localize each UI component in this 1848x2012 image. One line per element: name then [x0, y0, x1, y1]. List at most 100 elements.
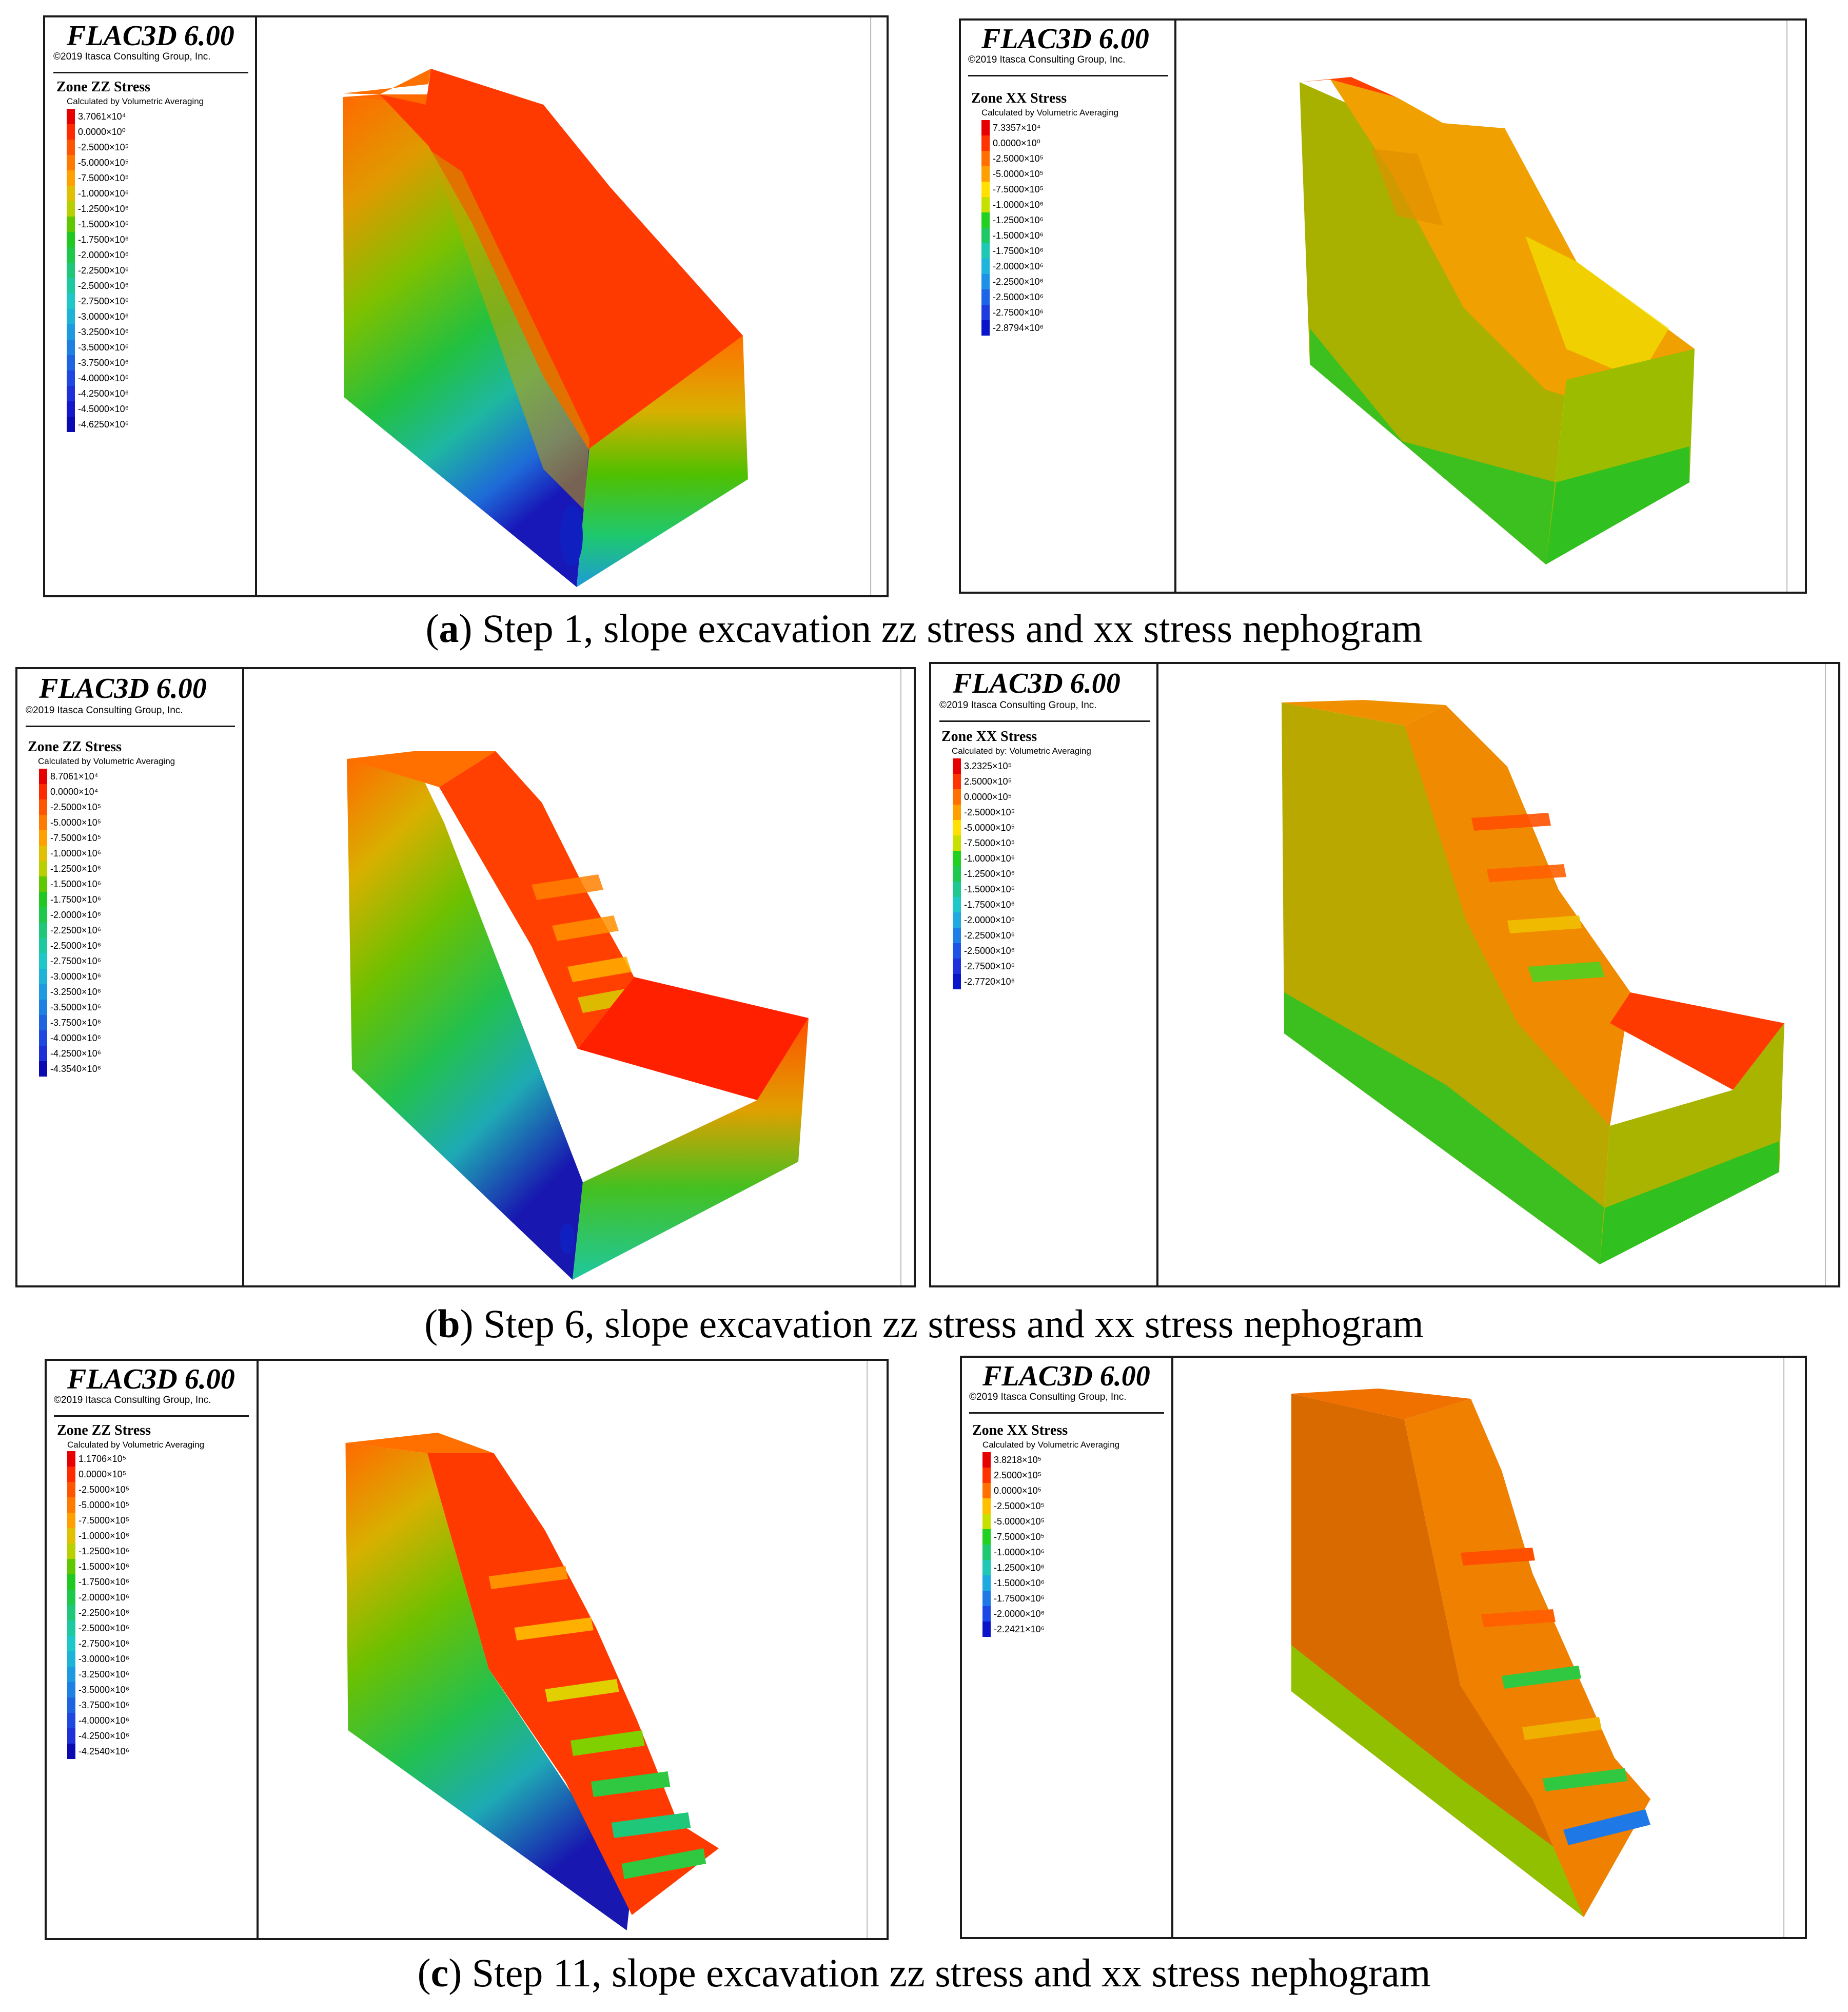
- scale-label: -5.0000×10⁵: [994, 1516, 1045, 1527]
- scale-label: 3.7061×10⁴: [78, 111, 126, 122]
- scale-swatch: [981, 135, 990, 151]
- scale-entry: -1.2500×10⁶: [981, 212, 1135, 228]
- scale-entry: -1.5000×10⁶: [67, 217, 221, 232]
- legend-subtitle: Calculated by Volumetric Averaging: [38, 756, 175, 766]
- scale-entry: -3.0000×10⁶: [67, 309, 221, 324]
- scale-entry: -7.5000×10⁵: [953, 835, 1107, 851]
- model-viewport[interactable]: [244, 669, 914, 1285]
- caption-text: Step 11, slope excavation zz stress and …: [462, 1950, 1431, 1995]
- scale-swatch: [67, 1697, 75, 1713]
- crest-block: [345, 1433, 494, 1453]
- scale-swatch: [67, 1636, 75, 1651]
- flac3d-window-b-xx: FLAC3D 6.00 ©2019 Itasca Consulting Grou…: [929, 662, 1840, 1287]
- scale-swatch: [39, 892, 47, 907]
- crest-block: [1291, 1389, 1471, 1419]
- copyright-notice: ©2019 Itasca Consulting Group, Inc.: [54, 1395, 211, 1405]
- scale-entry: -2.7500×10⁶: [953, 959, 1107, 974]
- scale-label: -1.2500×10⁶: [78, 204, 129, 214]
- scale-swatch: [67, 124, 75, 140]
- flac3d-window-c-zz: FLAC3D 6.00 ©2019 Itasca Consulting Grou…: [45, 1359, 889, 1940]
- scale-label: 3.8218×10⁵: [994, 1455, 1042, 1465]
- scale-entry: -4.2500×10⁶: [39, 1046, 193, 1061]
- scale-swatch: [67, 370, 75, 386]
- scale-swatch: [67, 1651, 75, 1667]
- scale-swatch: [67, 1728, 75, 1744]
- scale-entry: 1.1706×10⁵: [67, 1451, 221, 1467]
- yellow-zone: [1525, 236, 1669, 380]
- scale-label: -1.5000×10⁶: [964, 884, 1015, 894]
- scale-swatch: [953, 789, 961, 805]
- scale-label: -3.2500×10⁶: [78, 327, 129, 337]
- scale-label: -7.5000×10⁵: [78, 173, 129, 183]
- model-viewport[interactable]: [1176, 21, 1805, 592]
- scale-swatch: [67, 1620, 75, 1636]
- scale-label: -2.2500×10⁶: [78, 265, 129, 276]
- scale-label: 8.7061×10⁴: [50, 771, 99, 782]
- scale-entry: -1.2500×10⁶: [953, 866, 1107, 882]
- scale-entry: -3.2500×10⁶: [67, 1667, 221, 1682]
- scale-entry: -2.2500×10⁶: [39, 923, 193, 938]
- flac3d-window-c-xx: FLAC3D 6.00 ©2019 Itasca Consulting Grou…: [960, 1356, 1807, 1939]
- scale-label: -2.2421×10⁶: [994, 1624, 1045, 1634]
- scale-label: -1.0000×10⁶: [994, 1547, 1045, 1557]
- scale-swatch: [981, 120, 990, 135]
- scale-swatch: [67, 1467, 75, 1482]
- scale-entry: -1.5000×10⁶: [39, 876, 193, 892]
- scale-label: 0.0000×10⁵: [994, 1486, 1042, 1496]
- scale-swatch: [67, 1744, 75, 1759]
- slope-surface: [380, 69, 743, 459]
- scale-entry: 0.0000×10⁴: [39, 784, 193, 799]
- scale-entry: -1.5000×10⁶: [982, 1575, 1136, 1591]
- scale-label: -1.5000×10⁶: [78, 219, 129, 229]
- scale-entry: -5.0000×10⁵: [981, 166, 1135, 182]
- legend-divider: [939, 720, 1150, 722]
- scale-swatch: [67, 109, 75, 124]
- sliding-band: [430, 151, 589, 510]
- scale-swatch: [39, 1030, 47, 1046]
- scale-entry: -2.8794×10⁶: [981, 320, 1135, 336]
- scale-swatch: [953, 866, 961, 882]
- scale-swatch: [67, 1605, 75, 1620]
- scale-swatch: [67, 201, 75, 217]
- scale-swatch: [39, 1046, 47, 1061]
- model-viewport[interactable]: [259, 1361, 887, 1938]
- scale-entry: -3.7500×10⁶: [39, 1015, 193, 1030]
- benched-slope-surface: [1404, 1399, 1650, 1917]
- scale-entry: -4.0000×10⁶: [39, 1030, 193, 1046]
- scale-entry: -4.0000×10⁶: [67, 1713, 221, 1728]
- scale-entry: -3.2500×10⁶: [39, 984, 193, 1000]
- scale-label: -1.2500×10⁶: [994, 1562, 1045, 1573]
- scale-entry: -2.0000×10⁶: [39, 907, 193, 923]
- scale-swatch: [67, 1497, 75, 1513]
- scale-swatch: [67, 1667, 75, 1682]
- lower-platform-top: [1610, 992, 1784, 1090]
- scale-entry: -1.7500×10⁶: [953, 897, 1107, 912]
- scale-label: -2.7500×10⁶: [78, 1638, 129, 1649]
- scale-label: -2.5000×10⁵: [78, 142, 129, 152]
- scale-label: -2.7500×10⁶: [993, 307, 1044, 318]
- scale-swatch: [981, 305, 990, 320]
- scale-entry: 3.7061×10⁴: [67, 109, 221, 124]
- app-title: FLAC3D 6.00: [981, 23, 1149, 55]
- model-viewport[interactable]: [1158, 664, 1838, 1285]
- app-title: FLAC3D 6.00: [953, 668, 1120, 699]
- scale-label: -2.5000×10⁵: [50, 802, 102, 812]
- scale-label: -2.0000×10⁶: [78, 250, 129, 260]
- scale-label: -7.5000×10⁵: [994, 1532, 1045, 1542]
- legend-subtitle: Calculated by Volumetric Averaging: [67, 96, 204, 106]
- scale-label: -2.5000×10⁵: [964, 807, 1015, 817]
- scale-swatch: [953, 882, 961, 897]
- legend-subtitle: Calculated by Volumetric Averaging: [67, 1440, 205, 1450]
- scale-swatch: [67, 1574, 75, 1590]
- model-viewport[interactable]: [1173, 1358, 1805, 1937]
- scale-label: -4.2540×10⁶: [78, 1746, 129, 1756]
- scale-swatch: [67, 278, 75, 294]
- model-viewport[interactable]: [257, 17, 887, 595]
- scale-label: -5.0000×10⁵: [964, 823, 1015, 833]
- slope-model-render: [1300, 21, 1787, 592]
- scale-label: -1.7500×10⁶: [994, 1593, 1045, 1604]
- scale-entry: -4.2500×10⁶: [67, 1728, 221, 1744]
- slope-left-face: [1282, 702, 1610, 1264]
- scale-swatch: [67, 401, 75, 417]
- scale-label: -1.2500×10⁶: [78, 1546, 129, 1556]
